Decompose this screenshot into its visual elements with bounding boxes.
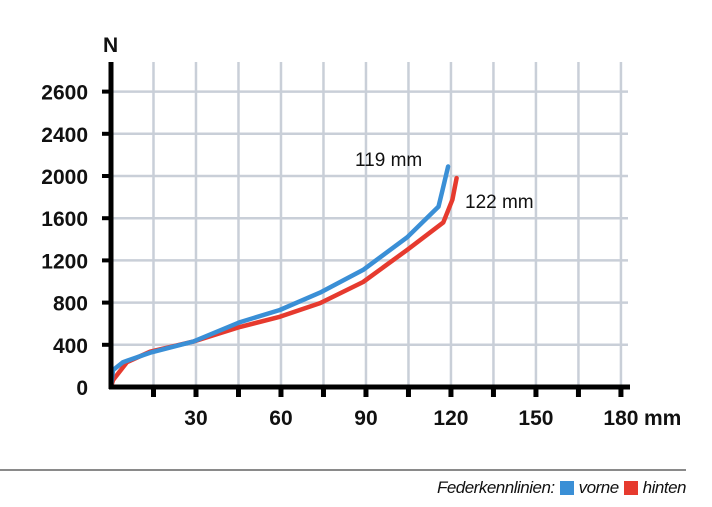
separator-line bbox=[0, 469, 686, 471]
y-tick-label: 0 bbox=[76, 377, 88, 400]
legend: Federkennlinien: vorne hinten bbox=[436, 478, 687, 498]
x-tick-label: 60 bbox=[269, 407, 292, 430]
x-axis-label: mm bbox=[644, 407, 681, 430]
legend-title: Federkennlinien: bbox=[436, 478, 555, 497]
y-tick-label: 1600 bbox=[41, 208, 88, 231]
axes bbox=[102, 62, 630, 397]
legend-label-hinten: hinten bbox=[642, 478, 687, 497]
y-tick-label: 400 bbox=[53, 335, 88, 358]
x-tick-label: 180 bbox=[603, 407, 638, 430]
legend-label-vorne: vorne bbox=[578, 478, 620, 497]
legend-swatch-vorne bbox=[559, 481, 574, 495]
series-line-vorne bbox=[108, 164, 451, 390]
x-tick-label: 120 bbox=[433, 407, 468, 430]
series-line-hinten bbox=[108, 175, 459, 390]
legend-swatch-hinten bbox=[623, 481, 638, 495]
spring-rate-chart: 0 400 800 1200 1600 2000 2400 2600 30 60 90 120 150 1… bbox=[41, 34, 681, 430]
y-axis-label: N bbox=[103, 34, 118, 57]
y-tick-label: 2000 bbox=[41, 166, 88, 189]
x-tick-label: 90 bbox=[354, 407, 377, 430]
tick-labels: 0 400 800 1200 1600 2000 2400 2600 30 60 90 120 150 1… bbox=[41, 82, 638, 430]
grid bbox=[111, 62, 628, 387]
annotation-vorne: 119 mm bbox=[355, 150, 422, 171]
y-tick-label: 2400 bbox=[41, 124, 88, 147]
y-tick-label: 800 bbox=[53, 293, 88, 316]
annotation-hinten: 122 mm bbox=[465, 192, 534, 213]
x-tick-label: 150 bbox=[518, 407, 553, 430]
y-tick-label: 1200 bbox=[41, 250, 88, 273]
series-lines bbox=[108, 164, 459, 390]
y-tick-label: 2600 bbox=[41, 82, 88, 105]
x-tick-label: 30 bbox=[184, 407, 207, 430]
